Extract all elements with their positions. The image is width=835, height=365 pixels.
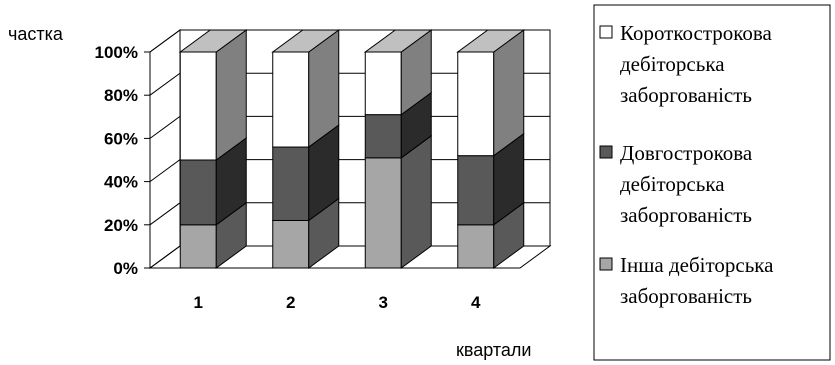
bar-segment (364, 91, 432, 159)
bar-side (400, 134, 432, 269)
x-axis-categories: 1 2 3 4 (194, 293, 482, 312)
bar-stack (271, 29, 341, 269)
bar-stack (178, 29, 248, 269)
y-tick-label: 100% (95, 43, 138, 62)
bar-segment (364, 134, 432, 269)
legend-label: Довгострокова дебіторська заборгованість (620, 141, 753, 227)
bar-front (179, 51, 217, 161)
bar-front (272, 219, 310, 269)
bar-top (178, 29, 248, 53)
y-tick-label: 60% (104, 129, 138, 148)
legend-swatch (599, 257, 613, 271)
bar-segment (179, 137, 247, 226)
x-tick-label: 2 (286, 293, 295, 312)
bar-front (457, 224, 495, 269)
chart-bars (178, 29, 526, 269)
x-tick-label: 1 (194, 293, 203, 312)
legend-item: Інша дебіторська заборгованість (599, 253, 774, 308)
y-tick-label: 0% (113, 259, 138, 278)
bar-front (457, 155, 495, 226)
bar-front (364, 51, 402, 116)
bar-segment (271, 29, 341, 149)
bar-front (272, 51, 310, 148)
bar-segment (363, 29, 433, 116)
bar-segment (272, 124, 340, 222)
bar-front (179, 159, 217, 226)
bar-front (179, 224, 217, 269)
y-tick-label: 80% (104, 86, 138, 105)
chart-legend: Короткострокова дебіторська заборгованість… (593, 4, 831, 361)
bar-segment (456, 29, 526, 157)
bar-front (364, 157, 402, 269)
x-tick-label: 4 (471, 293, 481, 312)
bar-stack (456, 29, 526, 269)
bar-top (271, 29, 341, 53)
legend-label: Інша дебіторська заборгованість (620, 253, 774, 308)
bar-front (272, 146, 310, 221)
bar-segment (457, 132, 525, 226)
bar-stack (363, 29, 433, 269)
legend-label: Короткострокова дебіторська заборгованість (620, 21, 773, 107)
legend-item: Довгострокова дебіторська заборгованість (599, 141, 753, 227)
x-tick-label: 3 (379, 293, 388, 312)
y-tick-label: 20% (104, 216, 138, 235)
bar-segment (178, 29, 248, 161)
y-tick-label: 40% (104, 173, 138, 192)
bar-segment (457, 201, 525, 269)
legend-swatch (599, 145, 613, 159)
legend-box (593, 4, 831, 361)
y-axis-ticks: 0% 20% 40% 60% 80% 100% (95, 43, 138, 278)
y-axis-label: частка (8, 24, 64, 44)
bar-top (363, 29, 433, 53)
bar-segment (179, 201, 247, 269)
x-axis-label: квартали (456, 340, 531, 360)
legend-swatch (599, 25, 613, 39)
side-wall (149, 29, 181, 269)
bar-side (215, 29, 247, 161)
legend-item: Короткострокова дебіторська заборгованість (599, 21, 773, 107)
bar-top (456, 29, 526, 53)
bar-front (457, 51, 495, 157)
bar-front (364, 114, 402, 159)
